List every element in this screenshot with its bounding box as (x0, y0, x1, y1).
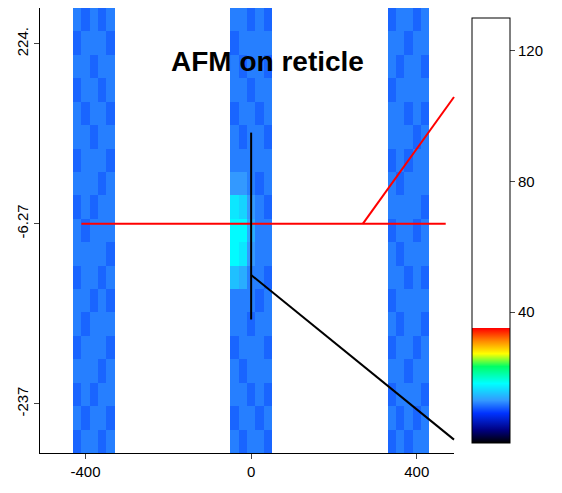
svg-text:-400: -400 (71, 463, 101, 480)
svg-text:80: 80 (518, 173, 535, 190)
svg-text:224.: 224. (14, 27, 31, 56)
svg-text:-237: -237 (14, 387, 31, 417)
svg-text:40: 40 (518, 303, 535, 320)
svg-text:-6.27: -6.27 (14, 204, 31, 238)
svg-text:AFM on reticle: AFM on reticle (171, 46, 364, 77)
svg-text:400: 400 (404, 463, 429, 480)
svg-text:120: 120 (518, 42, 543, 59)
svg-text:0: 0 (247, 463, 255, 480)
